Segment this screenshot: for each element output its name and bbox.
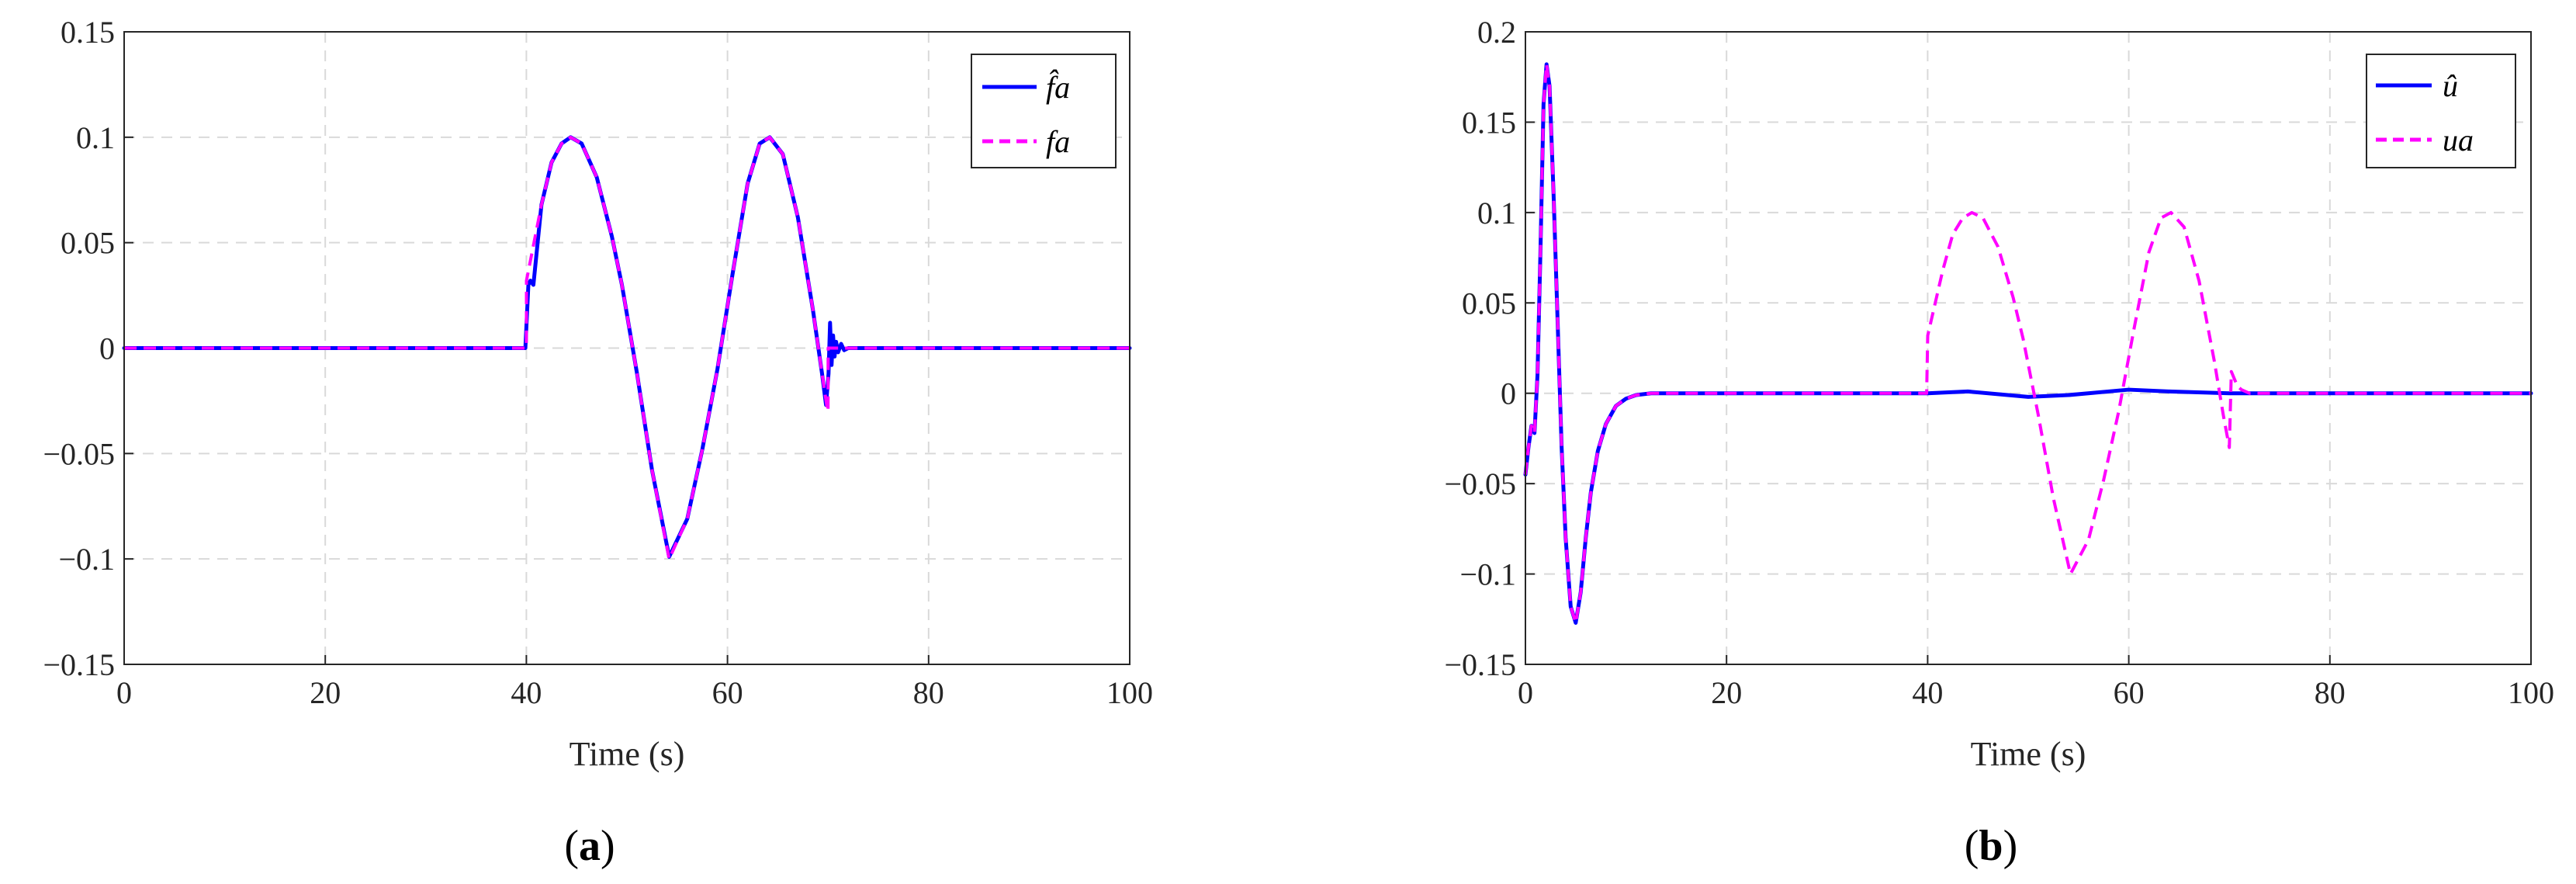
y-tick-label: 0 [1501,376,1516,411]
legend-label-fa: fa [1046,124,1070,159]
y-tick-label: 0.2 [1477,15,1516,50]
x-tick-label: 20 [310,675,341,710]
series-line-actual [1524,62,2531,625]
legend-box-b [2366,54,2516,168]
x-tick-label: 40 [1912,675,1943,710]
panel-label-b: (b) [1965,822,2017,870]
y-tick-labels-a: 0.15 0.1 0.05 0 −0.05 −0.1 −0.15 [43,15,115,682]
plot-frame-b [1525,31,2532,665]
x-tick-label: 60 [2114,675,2145,710]
y-tick-label: 0.15 [1462,105,1516,140]
x-tick-label: 40 [511,675,542,710]
panel-a: 0.150.10.050−0.05−0.1−0.15 0 20 40 60 80 100 … [43,15,1153,870]
x-tick-label: 100 [1106,675,1153,710]
panel-b: 0.2 0.15 0.1 0.05 0 −0.05 −0.1 −0.15 0 20 40 60 80 1… [1444,15,2554,870]
x-tick-label: 0 [1518,675,1533,710]
x-tick-label: 60 [712,675,743,710]
panel-letter-a: a [579,822,601,870]
x-tick-label: 20 [1711,675,1742,710]
x-tick-labels-b: 0 20 40 60 80 100 [1518,675,2554,710]
legend-box-a [971,54,1117,168]
y-tick-label: 0.15 [61,15,115,50]
legend-label-ua: ua [2443,123,2474,158]
legend-b: û ua [2366,54,2516,168]
y-tick-label: 0.1 [76,120,115,155]
x-tick-label: 100 [2508,675,2554,710]
x-tick-label: 80 [2315,675,2346,710]
legend-a: f̂a fa [971,54,1117,168]
y-tick-label: 0.05 [1462,286,1516,321]
x-axis-label-a: Time (s) [570,735,685,773]
legend-label-fhat: f̂a [1046,70,1070,105]
panel-label-a: (a) [564,822,615,870]
y-tick-label: −0.1 [58,542,115,577]
plot-frame-a [123,31,1130,665]
y-tick-label: −0.1 [1459,557,1516,592]
x-tick-label: 80 [913,675,944,710]
y-tick-label: −0.05 [1444,466,1516,501]
y-tick-label: −0.05 [43,436,115,471]
y-tick-label: 0.05 [61,226,115,261]
legend-label-uhat: û [2443,68,2458,103]
series-line-estimate [1523,62,2533,625]
y-tick-label: 0 [99,331,115,366]
y-tick-label: 0.1 [1477,196,1516,231]
x-axis-label-b: Time (s) [1971,735,2086,773]
plot-area-b [1525,31,2532,665]
y-tick-label: −0.15 [1444,647,1516,682]
series-lines-b [1523,62,2533,625]
series-lines-a [122,135,1132,561]
x-tick-labels-a: 0 20 40 60 80 100 [116,675,1153,710]
series-line-actual [124,135,1130,561]
y-tick-labels-b: 0.2 0.15 0.1 0.05 0 −0.05 −0.1 −0.15 [1444,15,1516,682]
panel-letter-b: b [1979,822,2003,870]
x-tick-label: 0 [116,675,132,710]
y-tick-label: −0.15 [43,647,115,682]
